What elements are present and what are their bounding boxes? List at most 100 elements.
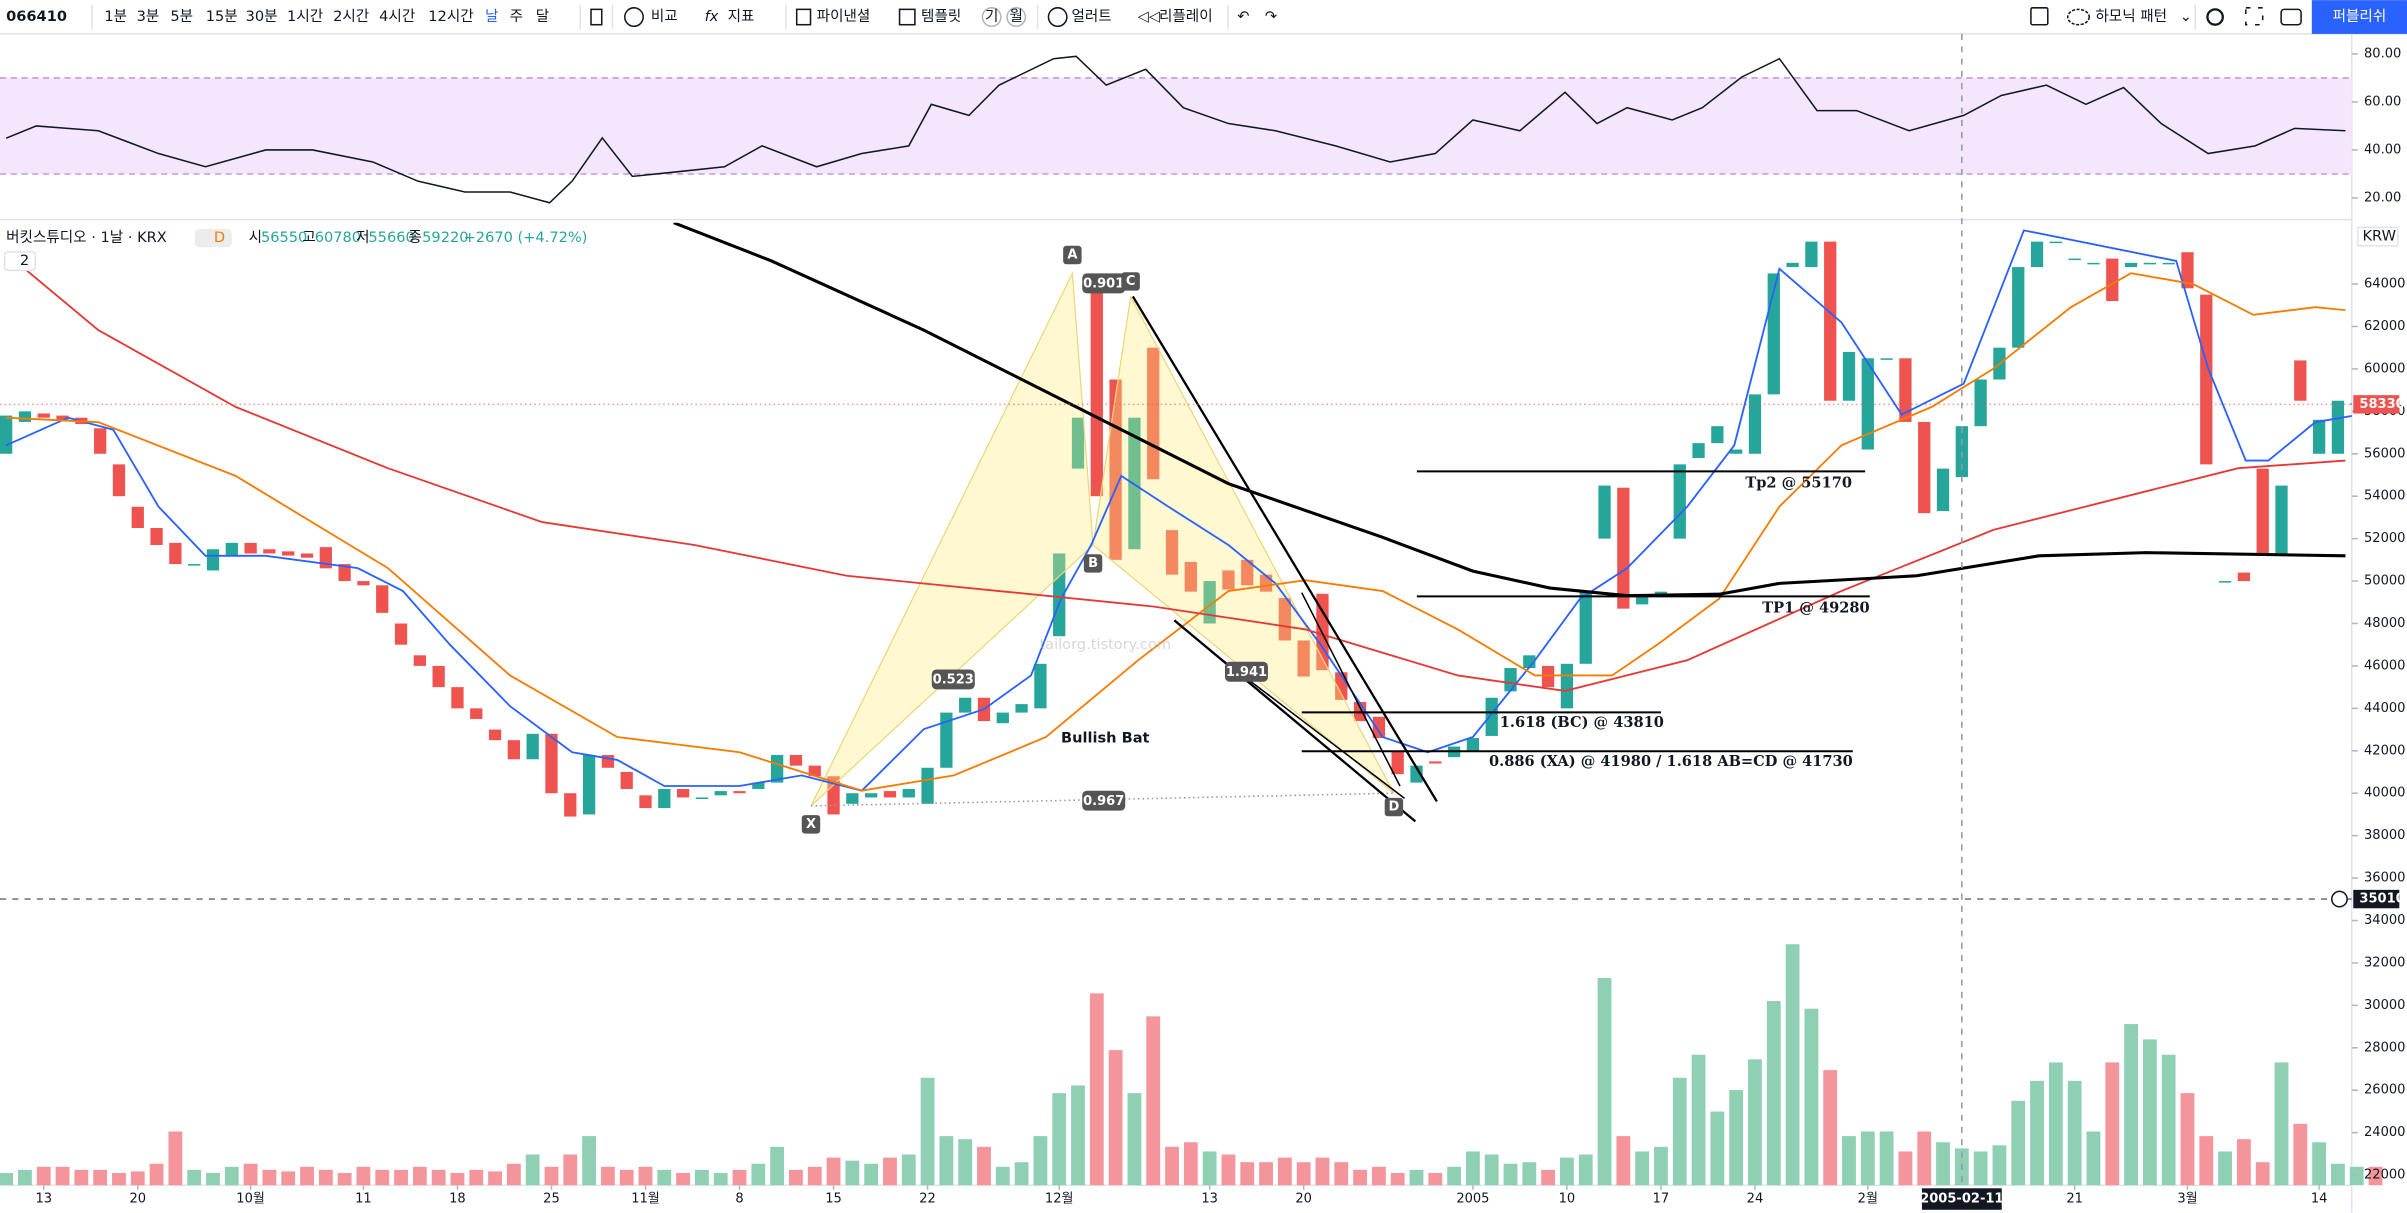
x-tick-label: 2월 xyxy=(1858,1192,1878,1207)
candle xyxy=(1936,468,1950,512)
candle xyxy=(1711,426,1724,444)
volume-bar xyxy=(2199,1136,2214,1186)
candle xyxy=(1786,262,1799,268)
y-tick-label: 44000 xyxy=(2364,701,2405,716)
volume-bar xyxy=(1748,1059,1762,1186)
publish[interactable]: 퍼블리쉬 xyxy=(2333,8,2387,25)
template-btn[interactable] xyxy=(1006,7,1027,28)
template-btn-label[interactable]: 월 xyxy=(1010,8,1023,25)
currency[interactable]: KRW xyxy=(2362,228,2396,245)
interval[interactable]: 30분 xyxy=(246,8,278,25)
compare[interactable]: 비교 xyxy=(651,8,678,25)
candle xyxy=(470,708,483,719)
point-box xyxy=(1121,272,1140,291)
compare-icon[interactable] xyxy=(624,7,644,28)
alert[interactable]: 얼러트 xyxy=(1071,8,1111,25)
volume-bar xyxy=(2161,1054,2176,1186)
volume-bar xyxy=(1052,1093,1067,1186)
x-tick-label: 25 xyxy=(543,1192,560,1207)
interval[interactable]: 달 xyxy=(536,8,549,25)
replay-icon[interactable]: ◁◁ xyxy=(1136,8,1159,25)
candle xyxy=(1692,443,1705,459)
change: +2670 (+4.72%) xyxy=(464,229,588,246)
y-tick-label: 48000 xyxy=(2364,616,2405,631)
ratio-box xyxy=(1082,790,1126,811)
currency-box[interactable] xyxy=(2357,226,2399,247)
price-pane xyxy=(0,222,2352,817)
interval[interactable]: 날 xyxy=(485,8,498,25)
template-btn-label[interactable]: 기 xyxy=(985,8,998,25)
candle xyxy=(18,411,32,422)
template-btn[interactable] xyxy=(981,7,1002,28)
volume-bar xyxy=(676,1172,691,1186)
volume-bar xyxy=(2180,1093,2195,1186)
interval[interactable]: 주 xyxy=(510,8,523,25)
redo[interactable]: ↷ xyxy=(1265,8,1277,25)
replay[interactable]: 리플레이 xyxy=(1159,8,1213,25)
volume-bar xyxy=(1936,1142,1950,1186)
alert-icon[interactable] xyxy=(1047,7,1068,28)
symbol[interactable]: 066410 xyxy=(6,8,67,25)
volume-bar xyxy=(826,1157,841,1186)
candle xyxy=(1541,665,1555,688)
high: 60780 xyxy=(315,229,361,246)
candle xyxy=(225,542,238,556)
volume-bar xyxy=(845,1160,860,1186)
last-price-box xyxy=(2353,395,2400,414)
interval[interactable]: 12시간 xyxy=(428,8,473,25)
layout-icon[interactable] xyxy=(2030,7,2049,26)
interval[interactable]: 2시간 xyxy=(333,8,369,25)
volume-bar xyxy=(582,1136,596,1186)
financials[interactable]: 파이낸셜 xyxy=(817,8,871,25)
moving-average xyxy=(5,252,2346,692)
rsi-pane: 20.00 40.00 60.00 80.00 xyxy=(0,46,2401,205)
interval[interactable]: 1분 xyxy=(104,8,127,25)
chart-type-icon[interactable] xyxy=(590,8,603,26)
candle xyxy=(658,788,671,809)
interval[interactable]: 1시간 xyxy=(287,8,323,25)
volume-bar xyxy=(883,1157,897,1186)
volume-bar xyxy=(713,1172,728,1186)
candle xyxy=(2256,468,2269,554)
collapsed[interactable]: 2 xyxy=(20,252,29,269)
templates-icon[interactable] xyxy=(898,8,916,26)
badge: D xyxy=(214,229,225,246)
candle xyxy=(150,528,163,545)
volume-bar xyxy=(356,1166,371,1186)
volume-bar xyxy=(2349,1166,2364,1186)
dropdown[interactable]: ⌄ xyxy=(2180,8,2192,25)
indicators[interactable]: 지표 xyxy=(728,8,755,25)
interval[interactable]: 15분 xyxy=(206,8,238,25)
candle xyxy=(507,740,521,760)
templates[interactable]: 템플릿 xyxy=(921,8,961,25)
harmonic[interactable]: 하모닉 패턴 xyxy=(2095,8,2167,25)
publish-button[interactable] xyxy=(2311,0,2407,34)
volume-bar xyxy=(1973,1151,1988,1186)
volume-bar xyxy=(1654,1146,1668,1186)
interval[interactable]: 3분 xyxy=(137,8,160,25)
volume-bar xyxy=(789,1169,803,1186)
y-tick-label: 28000 xyxy=(2364,1040,2405,1055)
financials-icon[interactable] xyxy=(795,8,812,26)
collapse-box[interactable] xyxy=(3,251,37,272)
interval[interactable]: 5분 xyxy=(170,8,193,25)
candle xyxy=(131,506,144,529)
volume-bar xyxy=(149,1163,164,1186)
candle xyxy=(56,415,69,420)
candle xyxy=(338,564,351,582)
candle xyxy=(263,549,276,554)
y-tick-label: 56000 xyxy=(2364,446,2405,461)
fullscreen-icon[interactable] xyxy=(2245,7,2264,26)
snapshot-icon[interactable] xyxy=(2280,8,2302,26)
settings-icon[interactable] xyxy=(2206,8,2224,26)
x-tick-label: 13 xyxy=(1201,1192,1218,1207)
undo[interactable]: ↶ xyxy=(1237,8,1249,25)
x-tick-label: 21 xyxy=(2066,1192,2083,1207)
interval[interactable]: 4시간 xyxy=(379,8,415,25)
indicators-icon[interactable]: fx xyxy=(705,8,719,25)
crosshair-plus xyxy=(2331,890,2348,908)
volume-bar xyxy=(1277,1157,1292,1186)
harmonic-icon[interactable] xyxy=(2066,8,2091,26)
volume-bar xyxy=(2011,1100,2026,1186)
